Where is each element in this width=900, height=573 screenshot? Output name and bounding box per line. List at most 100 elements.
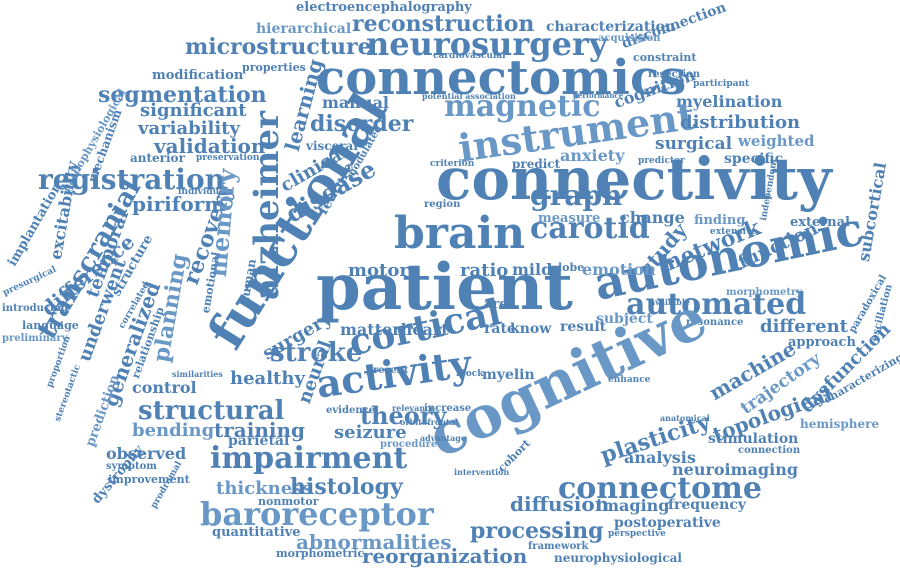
word: imaging <box>596 496 670 515</box>
word: characterization <box>546 19 676 35</box>
word: advantage <box>420 433 466 443</box>
word: automated <box>626 287 807 322</box>
word: individual <box>178 187 229 197</box>
word: change <box>620 208 685 227</box>
word: seizure <box>334 422 407 443</box>
word: theory <box>360 401 447 430</box>
word: available <box>650 297 690 307</box>
word: present <box>366 365 409 376</box>
word: evidence <box>326 405 376 416</box>
word: lobe <box>558 261 585 274</box>
word: measure <box>538 211 601 226</box>
word: enhance <box>608 375 651 385</box>
word: procedure <box>380 439 438 450</box>
word: magnetic <box>444 89 601 124</box>
word: finding <box>694 213 746 228</box>
word: constraint <box>633 51 697 64</box>
word: myelin <box>482 367 535 383</box>
word: reconstruction <box>352 11 535 37</box>
word: morphometry <box>726 287 803 298</box>
word: manual <box>322 93 390 112</box>
word: variability <box>138 118 240 139</box>
word: significant <box>140 100 247 121</box>
word: quantitative <box>212 525 301 540</box>
word: motor <box>348 260 409 281</box>
word: patient <box>316 250 573 325</box>
word: postoperative <box>614 515 721 531</box>
word: predict <box>512 157 561 171</box>
word: observed <box>106 444 187 463</box>
word: know <box>510 321 552 337</box>
word: control <box>132 378 197 397</box>
word: perspective <box>608 529 666 539</box>
word: healthy <box>230 368 305 389</box>
word: brain <box>394 208 526 259</box>
word: region <box>424 199 461 210</box>
word: disorder <box>310 111 414 137</box>
word: distribution <box>680 112 801 133</box>
word: participant <box>693 79 750 89</box>
word: performance <box>573 91 624 100</box>
word: connectome <box>558 471 762 506</box>
word: impairment <box>210 441 408 476</box>
word: orbitofrontal <box>400 417 458 427</box>
word: intervention <box>454 467 510 477</box>
word: segmentation <box>98 82 267 108</box>
word: graph <box>530 179 623 212</box>
word: stroke <box>270 338 363 368</box>
word: nonmotor <box>258 495 319 508</box>
word: structural <box>138 396 285 426</box>
word: anatomical <box>660 413 710 423</box>
word: parietal <box>228 433 290 449</box>
word: registration <box>38 163 225 196</box>
word: myelination <box>676 92 783 111</box>
word: result <box>560 319 607 335</box>
word: language <box>22 319 79 332</box>
word: extensive <box>710 227 757 237</box>
word: different <box>760 316 848 337</box>
word: introducing <box>2 303 69 314</box>
word: connectomics <box>316 50 687 106</box>
word: anxiety <box>560 146 625 165</box>
word: diffusion <box>510 492 610 516</box>
word: framework <box>528 541 589 552</box>
word: analysis <box>624 448 696 467</box>
word: visceral <box>306 139 358 153</box>
word: area <box>484 297 516 312</box>
word: stimulation <box>708 431 799 447</box>
word: matterheart <box>340 320 449 339</box>
word: properties <box>242 61 306 74</box>
word: subcortical <box>854 160 891 263</box>
word: ratio <box>460 260 509 281</box>
word: predictor <box>638 156 685 166</box>
word: connectivity <box>436 145 832 213</box>
word: training <box>214 418 305 442</box>
word: surgical <box>655 134 733 154</box>
word: approach <box>788 335 856 350</box>
word: potential association <box>422 91 516 101</box>
word: connection <box>738 445 801 456</box>
word: weighted <box>738 132 815 150</box>
word: electroencephalography <box>296 0 472 15</box>
word: similarities <box>172 369 223 379</box>
word: neurosurgery <box>366 25 608 63</box>
word: preservation <box>196 153 260 163</box>
word: abnormalities <box>296 530 452 554</box>
word: rate <box>484 321 516 337</box>
word: validation <box>154 134 266 158</box>
word: improvement <box>108 473 190 486</box>
word: symptom <box>106 461 157 472</box>
word: hierarchical <box>256 21 352 37</box>
word: resonance <box>686 317 744 328</box>
word: histology <box>290 474 403 500</box>
word: morphometric <box>276 547 365 560</box>
word: criterion <box>430 159 475 169</box>
word: acquisition <box>598 33 661 44</box>
word: neurophysiological <box>554 551 682 565</box>
word: reorganization <box>362 544 528 568</box>
word: emotion <box>582 260 656 279</box>
word: thickness <box>216 478 313 499</box>
word: mild <box>512 260 553 279</box>
word: relevance <box>392 403 436 413</box>
